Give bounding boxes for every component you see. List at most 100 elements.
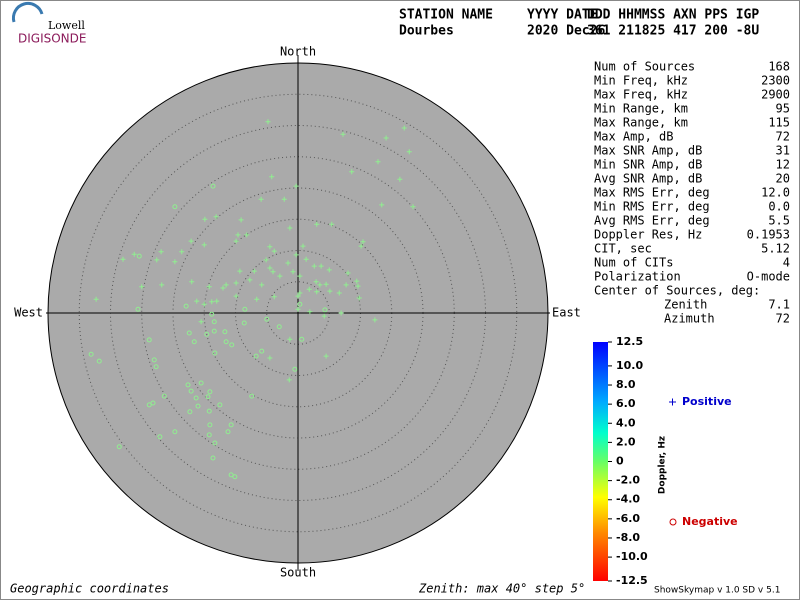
- stat-label: CIT, sec: [594, 242, 652, 256]
- point-positive: [139, 284, 145, 290]
- point-positive: [336, 290, 342, 296]
- point-negative: [232, 474, 238, 480]
- stat-value: 2300: [761, 74, 790, 88]
- colorbar-tick-label: -2.0: [616, 474, 640, 487]
- point-negative: [207, 389, 213, 395]
- point-negative: [153, 364, 159, 370]
- stat-value: 0.1953: [747, 228, 790, 242]
- point-negative: [242, 306, 248, 312]
- center-value: 72: [776, 312, 790, 326]
- point-positive: [201, 242, 207, 248]
- point-positive: [397, 176, 403, 182]
- stat-value: 12.0: [761, 186, 790, 200]
- point-positive: [265, 119, 271, 125]
- point-positive: [406, 149, 412, 155]
- point-negative: [297, 301, 303, 307]
- colorbar-tick-label: -4.0: [616, 493, 640, 506]
- stat-value: 0.0: [768, 200, 790, 214]
- point-negative: [146, 337, 152, 343]
- point-positive: [345, 270, 351, 276]
- stat-value: O-mode: [747, 270, 790, 284]
- south-label: South: [280, 566, 316, 580]
- point-negative: [150, 400, 156, 406]
- point-positive: [293, 183, 299, 189]
- stat-value: 2900: [761, 88, 790, 102]
- point-negative: [151, 357, 157, 363]
- point-negative: [205, 394, 211, 400]
- point-positive: [206, 284, 212, 290]
- point-positive: [131, 251, 137, 257]
- point-positive: [158, 249, 164, 255]
- colorbar: [593, 342, 608, 581]
- point-positive: [303, 256, 309, 262]
- point-positive: [209, 299, 215, 305]
- point-positive: [313, 279, 319, 285]
- point-positive: [297, 290, 303, 296]
- point-negative: [249, 393, 255, 399]
- point-positive: [220, 285, 226, 291]
- stat-value: 95: [776, 102, 790, 116]
- point-positive: [287, 336, 293, 342]
- point-positive: [317, 282, 323, 288]
- colorbar-tick-label: 10.0: [616, 359, 643, 372]
- logo-bottom: DIGISONDE: [18, 32, 86, 46]
- point-positive: [267, 355, 273, 361]
- header-value: 361 211825 417 200 -8U: [587, 24, 759, 39]
- east-label: East: [552, 306, 581, 320]
- point-negative: [206, 408, 212, 414]
- footer-left: Geographic coordinates: [10, 582, 169, 596]
- legend-marker: [669, 518, 677, 526]
- point-positive: [237, 268, 243, 274]
- stat-value: 5.5: [768, 214, 790, 228]
- point-positive: [323, 353, 329, 359]
- point-positive: [233, 280, 239, 286]
- point-positive: [349, 169, 355, 175]
- point-positive: [375, 159, 381, 165]
- point-negative: [209, 311, 215, 317]
- header-col: DDD HHMMSS AXN PPS IGP: [587, 8, 759, 23]
- point-positive: [254, 296, 260, 302]
- point-positive: [154, 257, 160, 263]
- point-negative: [299, 336, 305, 342]
- header-value: 2020 Dec26: [527, 24, 605, 39]
- point-negative: [292, 366, 298, 372]
- point-negative: [264, 316, 270, 322]
- point-positive: [306, 286, 312, 292]
- point-negative: [146, 402, 152, 408]
- legend-label: Positive: [682, 395, 732, 408]
- point-positive: [318, 263, 324, 269]
- stat-label: Max Range, km: [594, 116, 688, 130]
- point-negative: [198, 380, 204, 386]
- point-negative: [276, 324, 282, 330]
- stat-label: Num of CITs: [594, 256, 673, 270]
- point-negative: [88, 351, 94, 357]
- point-positive: [307, 309, 313, 315]
- stat-label: Max RMS Err, deg: [594, 186, 710, 200]
- point-positive: [343, 282, 349, 288]
- point-positive: [356, 295, 362, 301]
- point-negative: [195, 403, 201, 409]
- stat-label: Avg SNR Amp, dB: [594, 172, 702, 186]
- point-positive: [189, 279, 195, 285]
- point-negative: [211, 328, 217, 334]
- stat-label: Max Amp, dB: [594, 130, 673, 144]
- point-negative: [172, 429, 178, 435]
- point-positive: [329, 221, 335, 227]
- point-negative: [229, 342, 235, 348]
- point-negative: [186, 330, 192, 336]
- legend-label: Negative: [682, 515, 738, 528]
- stat-value: 5.12: [761, 242, 790, 256]
- point-positive: [311, 263, 317, 269]
- point-negative: [183, 303, 189, 309]
- point-positive: [233, 293, 239, 299]
- point-negative: [116, 444, 122, 450]
- colorbar-tick-label: 6.0: [616, 397, 636, 410]
- point-positive: [267, 265, 273, 271]
- point-negative: [185, 382, 191, 388]
- footer-right: ShowSkymap v 1.0 SD v 5.1: [654, 586, 780, 596]
- point-positive: [358, 243, 364, 249]
- point-negative: [191, 339, 197, 345]
- point-negative: [187, 409, 193, 415]
- point-negative: [207, 422, 213, 428]
